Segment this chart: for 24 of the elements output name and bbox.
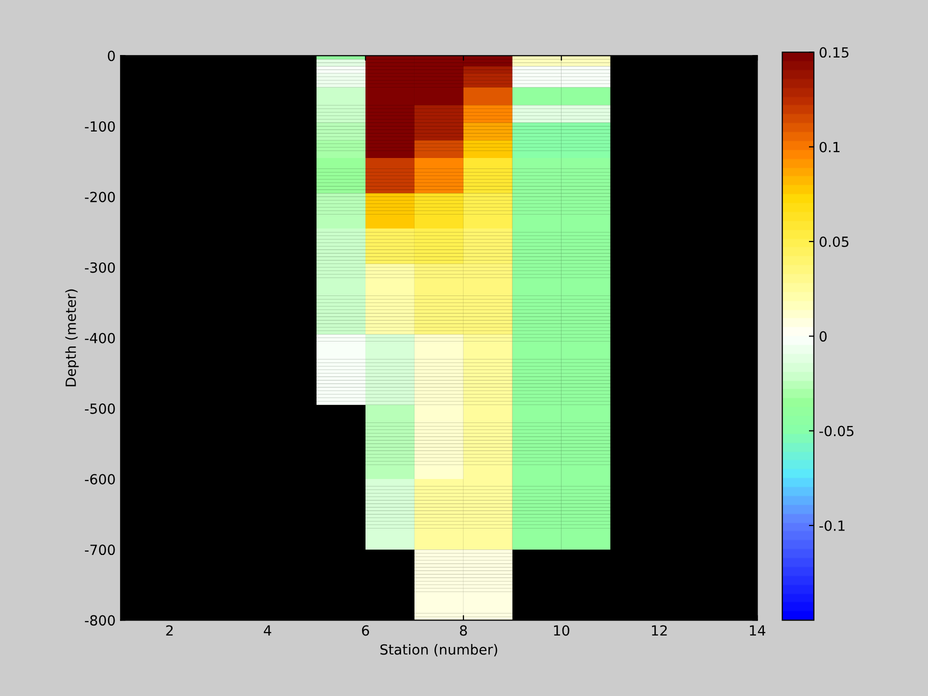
y-tick-label: -500 xyxy=(84,403,115,414)
y-tick-label: -200 xyxy=(84,192,115,202)
y-axis-title: Depth (meter) xyxy=(65,289,79,386)
y-tick-label: 0 xyxy=(108,50,115,62)
x-tick-label: 8 xyxy=(460,625,467,636)
color-bar-label: -0.05 xyxy=(819,426,854,436)
x-axis-title: Station (number) xyxy=(380,644,498,656)
x-tick-label: 2 xyxy=(166,625,173,636)
color-bar-label: 0 xyxy=(820,331,827,342)
y-tick-label: -600 xyxy=(84,474,115,484)
x-tick-label: 4 xyxy=(264,625,272,636)
color-bar-label: 0.15 xyxy=(820,47,848,58)
color-bar-label: 0.05 xyxy=(820,236,848,247)
x-tick-label: 14 xyxy=(750,625,766,636)
y-tick-label: -800 xyxy=(84,615,115,626)
y-tick-label: -700 xyxy=(84,544,115,556)
y-tick-label: -100 xyxy=(84,121,115,132)
x-tick-label: 10 xyxy=(554,625,570,636)
y-tick-label: -400 xyxy=(84,332,115,344)
color-bar-label: -0.1 xyxy=(819,520,845,531)
x-tick-label: 12 xyxy=(652,625,667,636)
color-bar-label: 0.1 xyxy=(820,142,840,152)
x-tick-label: 6 xyxy=(362,625,370,636)
y-tick-label: -300 xyxy=(84,262,115,273)
